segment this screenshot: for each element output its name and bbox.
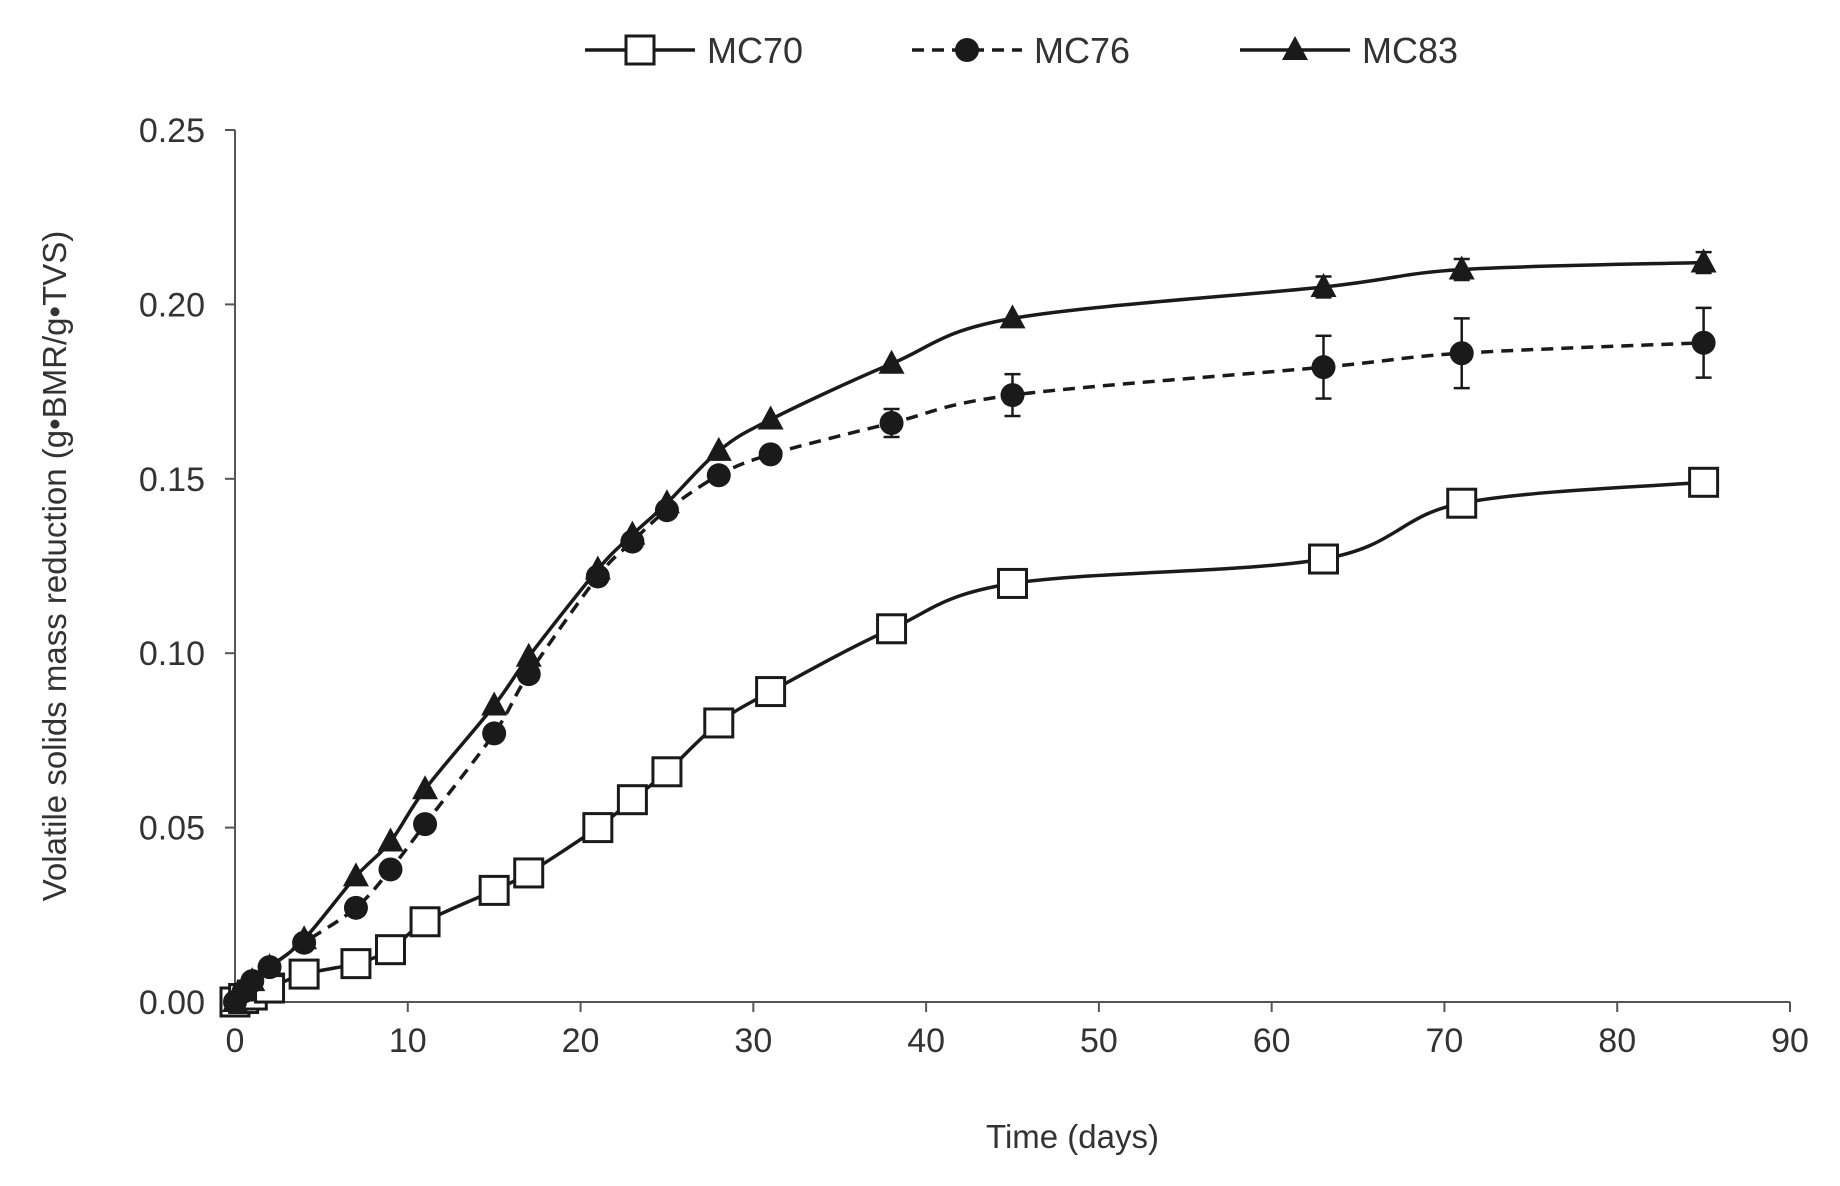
- legend-marker: [955, 38, 979, 62]
- data-point-MC76: [1449, 341, 1474, 366]
- data-point-MC70: [582, 812, 614, 844]
- data-point-MC83: [653, 489, 680, 514]
- series-line-MC76: [233, 341, 1704, 1004]
- x-tick-label: 70: [1426, 1022, 1464, 1060]
- y-tick-label: 0.05: [139, 810, 205, 848]
- data-point-MC76: [343, 895, 368, 920]
- legend-entry-MC83: MC83: [1240, 30, 1458, 71]
- data-point-MC76: [758, 442, 783, 467]
- series-line-MC70: [234, 480, 1704, 1004]
- data-point-MC83: [757, 405, 784, 430]
- data-point-MC83: [291, 925, 318, 950]
- x-tick-label: 50: [1080, 1022, 1118, 1060]
- legend-label: MC76: [1034, 30, 1130, 71]
- data-point-MC83: [999, 304, 1026, 329]
- data-point-MC76: [1000, 383, 1025, 408]
- data-point-MC70: [288, 958, 320, 990]
- data-point-MC76: [879, 410, 904, 435]
- data-point-MC83: [342, 862, 369, 887]
- data-point-MC83: [705, 436, 732, 461]
- series-MC70: [219, 466, 1720, 1018]
- y-tick-label: 0.00: [139, 984, 205, 1022]
- data-point-MC83: [1690, 248, 1717, 273]
- data-point-MC70: [876, 613, 908, 645]
- data-point-MC83: [412, 775, 439, 800]
- data-point-MC83: [1448, 255, 1475, 280]
- data-point-MC83: [515, 642, 542, 667]
- data-point-MC83: [584, 555, 611, 580]
- y-tick-label: 0.10: [139, 635, 205, 673]
- data-point-MC76: [516, 662, 541, 687]
- data-point-MC70: [478, 874, 510, 906]
- data-point-MC70: [1688, 466, 1720, 498]
- x-tick-label: 20: [562, 1022, 600, 1060]
- data-point-MC83: [878, 349, 905, 374]
- legend-marker: [624, 34, 656, 66]
- x-tick-label: 10: [389, 1022, 427, 1060]
- x-tick-label: 30: [734, 1022, 772, 1060]
- data-point-MC70: [703, 707, 735, 739]
- y-tick-label: 0.20: [139, 286, 205, 324]
- legend: MC70 MC76 MC83: [585, 30, 1458, 71]
- data-point-MC70: [513, 857, 545, 889]
- data-point-MC70: [340, 948, 372, 980]
- x-tick-label: 90: [1771, 1022, 1809, 1060]
- data-point-MC76: [413, 812, 438, 837]
- legend-label: MC70: [707, 30, 803, 71]
- x-tick-label: 80: [1598, 1022, 1636, 1060]
- data-point-MC83: [256, 953, 283, 978]
- data-point-MC76: [1691, 330, 1716, 355]
- plot-area: [219, 248, 1720, 1018]
- data-point-MC70: [1446, 487, 1478, 519]
- data-point-MC70: [409, 906, 441, 938]
- x-axis-title: Time (days): [986, 1118, 1159, 1155]
- data-point-MC83: [239, 967, 266, 992]
- legend-entry-MC76: MC76: [912, 30, 1130, 71]
- data-point-MC83: [619, 520, 646, 545]
- y-tick-label: 0.25: [139, 112, 205, 150]
- legend-label: MC83: [1362, 30, 1458, 71]
- y-axis-title: Volatile solids mass reduction (g•BMR/g•…: [36, 231, 73, 902]
- data-point-MC70: [1308, 543, 1339, 575]
- y-tick-label: 0.15: [139, 461, 205, 499]
- data-point-MC70: [997, 567, 1028, 599]
- data-point-MC83: [1310, 272, 1337, 297]
- x-tick-label: 40: [907, 1022, 945, 1060]
- x-tick-label: 0: [226, 1022, 245, 1060]
- series-line-MC83: [233, 260, 1704, 1004]
- data-point-MC76: [378, 857, 403, 882]
- data-point-MC76: [1311, 355, 1336, 380]
- series-MC76: [223, 306, 1716, 1014]
- data-point-MC70: [616, 784, 648, 816]
- data-point-MC76: [482, 721, 507, 746]
- legend-entry-MC70: MC70: [585, 30, 803, 71]
- data-point-MC70: [375, 934, 406, 966]
- data-point-MC70: [651, 756, 683, 788]
- data-point-MC70: [755, 676, 787, 708]
- axes: 0.00 0.05 0.10 0.15 0.20 0.25 0 10 20 30 40 50 60 70 8…: [139, 112, 1809, 1060]
- x-tick-label: 60: [1253, 1022, 1291, 1060]
- data-point-MC76: [706, 463, 731, 488]
- data-point-MC83: [377, 827, 404, 852]
- legend-marker: [1282, 36, 1308, 60]
- data-point-MC83: [481, 691, 508, 716]
- series-MC83: [222, 248, 1717, 1012]
